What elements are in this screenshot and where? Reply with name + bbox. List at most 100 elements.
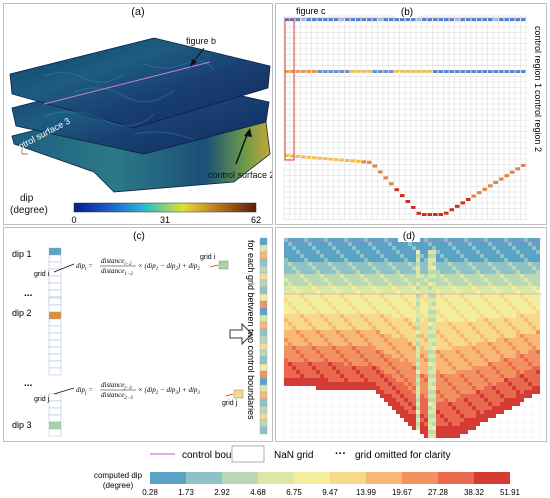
boundary-cell [328,18,333,21]
dip-cell [452,398,456,402]
dip-cell [344,302,348,306]
dip-cell [528,338,532,342]
dip-cell [412,318,416,322]
dip-cell [456,354,460,358]
dip-cell [320,386,324,390]
dip-cell [532,298,536,302]
dip-cell [356,366,360,370]
dip-cell [380,346,384,350]
dip-cell [380,394,384,398]
dip-cell [504,330,508,334]
dip-cell [424,310,428,314]
dip-cell [424,374,428,378]
dip-cell [528,354,532,358]
dip-cell [468,370,472,374]
dip-cell [308,270,312,274]
dip-cell [344,266,348,270]
dip-cell [472,422,476,426]
dip-cell [440,242,444,246]
dip-cell [316,334,320,338]
dip-cell [488,362,492,366]
dip-cell [364,374,368,378]
dip-cell [388,294,392,298]
dip-cell [300,242,304,246]
dip-cell [504,346,508,350]
dip-cell [392,250,396,254]
dip-cell [476,422,480,426]
column-cell [48,247,62,256]
dip-cell [376,378,380,382]
dip-cell [476,262,480,266]
dip-cell [420,422,424,426]
dip-cell [520,358,524,362]
dip-cell [308,378,312,382]
dip-cell [476,274,480,278]
dip-cell [424,330,428,334]
dip-cell [384,282,388,286]
column-cell [48,407,62,416]
dip-cell [360,366,364,370]
dip-cell [440,250,444,254]
dip-cell [512,274,516,278]
dip-cell [464,398,468,402]
dip-cell [416,242,420,246]
dip-cell [428,390,432,394]
dip-cell [500,378,504,382]
result-cell [259,307,268,316]
result-cell [259,426,268,435]
dip-cell [536,378,540,382]
boundary-cell [493,70,498,73]
dip-cell [480,402,484,406]
dip-cell [368,250,372,254]
dip-cell [524,306,528,310]
dip-cell [376,246,380,250]
dip-cell [404,366,408,370]
dip-cell [428,422,432,426]
dip-cell [340,382,344,386]
dip-cell [532,306,536,310]
dip-cell [512,254,516,258]
dip-cell [500,366,504,370]
dip-cell [300,330,304,334]
dip-cell [356,254,360,258]
dip-cell [368,342,372,346]
dip-cell [344,310,348,314]
dip-cell [448,398,452,402]
dip-cell [320,266,324,270]
panel-d-label: (d) [403,231,415,242]
dip-cell [424,326,428,330]
dip-cell [492,402,496,406]
dip-cell [388,394,392,398]
boundary-cell [301,18,306,21]
dip-cell [520,354,524,358]
dip-cell [436,422,440,426]
dip-cell [436,330,440,334]
dip-cell [516,262,520,266]
dip-cell [456,430,460,434]
dip-cell [476,414,480,418]
dip-cell [448,374,452,378]
dip-cell [452,322,456,326]
dip-cell [516,294,520,298]
dip-cell [436,350,440,354]
dip-cell [296,374,300,378]
dip-cell [368,310,372,314]
dip-cell [452,286,456,290]
dip-cell [384,378,388,382]
dip-cell [468,354,472,358]
dip-cell [292,282,296,286]
dip-cell [512,374,516,378]
dip-cell [328,258,332,262]
dip-cell [504,378,508,382]
dip-cell [344,326,348,330]
dip-cell [412,370,416,374]
panel-c-interpolation-diagram: (c) dip 1 dip 2 dip 3 ... ... grid i gri… [12,231,268,437]
dip-cell [312,366,316,370]
dip-cell [340,298,344,302]
dip-cell [428,426,432,430]
dip-cell [448,310,452,314]
dip-cell [532,330,536,334]
dip-cell [536,382,540,386]
dip-cell [292,262,296,266]
dip-cell [360,278,364,282]
